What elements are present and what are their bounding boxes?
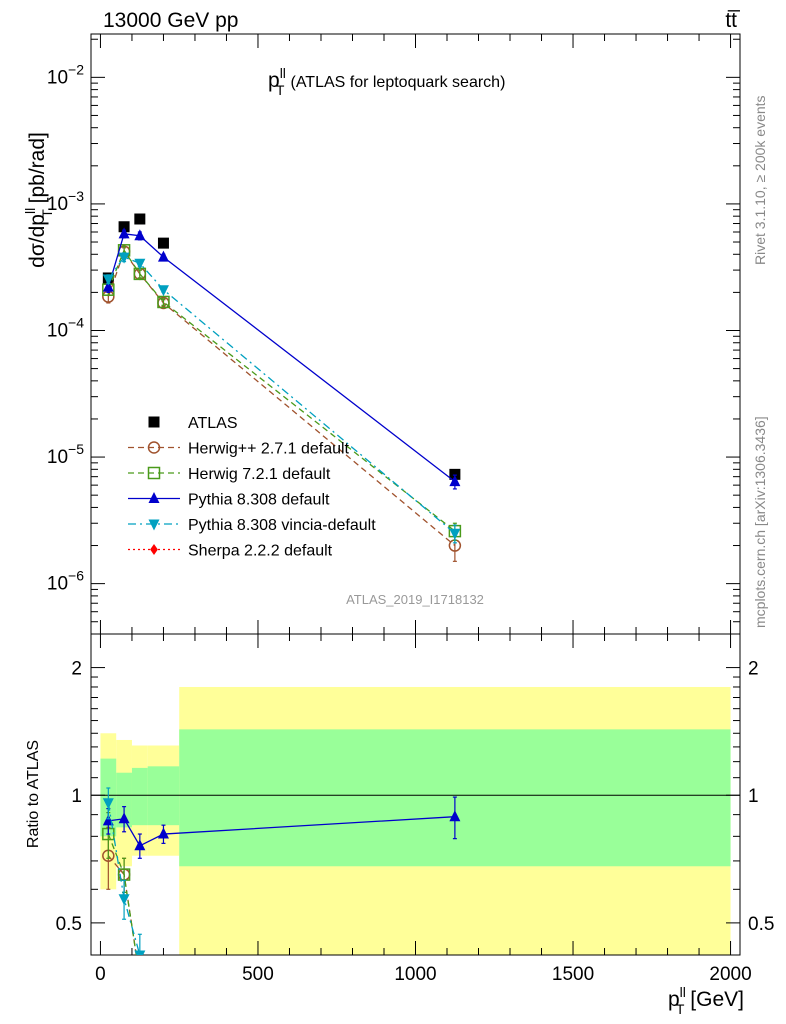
main-point xyxy=(118,221,130,233)
main-y-tick-label: 10−4 xyxy=(47,314,84,341)
legend-marker xyxy=(147,466,161,480)
ratio-point xyxy=(102,798,114,810)
ratio-band-inner xyxy=(116,772,132,828)
main-point xyxy=(118,252,130,264)
x-label-sub: T xyxy=(676,1001,685,1017)
legend-label: Herwig 7.2.1 default xyxy=(188,466,331,483)
main-point xyxy=(157,250,169,262)
main-point xyxy=(134,213,146,225)
ratio-series xyxy=(102,787,461,1006)
y-label-main-unit: [pb/rad] xyxy=(26,132,49,209)
legend-label: Pythia 8.308 default xyxy=(188,492,330,509)
main-point xyxy=(134,258,146,270)
process-label: tt̅ xyxy=(725,9,741,32)
legend-item-sherpa-2-2-2-default: Sherpa 2.2.2 default xyxy=(128,543,333,560)
energy-label: 13000 GeV pp xyxy=(103,9,238,32)
ratio-point xyxy=(157,827,169,839)
main-point xyxy=(449,528,461,540)
ratio-point xyxy=(118,812,130,824)
x-label-unit: [GeV] xyxy=(684,988,744,1011)
plot-title-rest: (ATLAS for leptoquark search) xyxy=(290,74,505,91)
main-point xyxy=(134,229,146,241)
ratio-y-tick-label-right: 2 xyxy=(748,659,759,680)
plot-title: pll T (ATLAS for leptoquark search) xyxy=(268,65,505,98)
legend-label: Herwig++ 2.7.1 default xyxy=(188,441,350,458)
ratio-y-tick-label-left: 2 xyxy=(71,659,82,680)
plot-title-main: p xyxy=(268,69,280,92)
ratio-point xyxy=(134,950,146,955)
x-ticks: 0 500 1000 1500 2000 xyxy=(95,34,752,985)
plot-title-sup: ll xyxy=(280,65,286,81)
x-tick-label: 2000 xyxy=(709,964,751,985)
ratio-point xyxy=(118,894,130,906)
side-rivet-label: Rivet 3.1.10, ≥ 200k events xyxy=(752,95,768,265)
ratio-point xyxy=(449,810,461,822)
legend-item-pythia-8-308-default: Pythia 8.308 default xyxy=(128,492,330,509)
main-point xyxy=(157,237,169,249)
x-tick-label: 500 xyxy=(242,964,274,985)
ratio-series-herwig-7-2-1-default xyxy=(102,812,145,984)
ratio-band-inner xyxy=(131,767,148,826)
legend-item-pythia-8-308-vincia-default: Pythia 8.308 vincia-default xyxy=(128,517,376,534)
y-axis-label-ratio: Ratio to ATLAS xyxy=(25,740,42,848)
legend-label: ATLAS xyxy=(188,415,238,432)
legend-marker xyxy=(147,441,161,454)
ratio-uncertainty-bands xyxy=(91,686,740,955)
x-tick-label: 1500 xyxy=(552,964,594,985)
ratio-series-pythia-8-308-vincia-default xyxy=(102,787,216,1006)
main-series xyxy=(102,213,462,562)
ratio-series-pythia-8-308-default xyxy=(102,796,461,859)
legend-label: Sherpa 2.2.2 default xyxy=(188,543,333,560)
main-point xyxy=(118,227,130,239)
main-y-tick-label: 10−3 xyxy=(47,188,84,215)
legend-item-herwig-7-2-1-default: Herwig 7.2.1 default xyxy=(128,466,331,483)
legend-label: Pythia 8.308 vincia-default xyxy=(188,517,376,534)
ratio-point xyxy=(134,839,146,851)
x-tick-label: 0 xyxy=(95,964,106,985)
main-series-pythia-8-308-vincia-default xyxy=(102,252,461,544)
ratio-point xyxy=(158,969,169,980)
y-axis-label-main: dσ/dpllT [pb/rad] xyxy=(22,132,55,268)
main-y-ticks: 10−6 10−5 10−4 10−3 10−2 xyxy=(47,38,740,635)
main-y-tick-label: 10−5 xyxy=(47,441,84,468)
x-label-sup: ll xyxy=(680,984,686,1000)
main-y-tick-label: 10−2 xyxy=(47,61,84,88)
x-tick-label: 1000 xyxy=(394,964,436,985)
main-point xyxy=(102,280,114,292)
x-axis-label: pll T [GeV] xyxy=(668,984,744,1017)
analysis-id: ATLAS_2019_I1718132 xyxy=(346,592,484,607)
ratio-band-inner xyxy=(147,766,180,826)
ratio-y-tick-label-left: 1 xyxy=(71,786,82,807)
ratio-point xyxy=(134,973,145,984)
main-point xyxy=(157,285,169,297)
legend-item-atlas: ATLAS xyxy=(148,415,238,432)
legend-marker xyxy=(150,544,158,555)
main-y-tick-label: 10−6 xyxy=(47,568,84,595)
main-point xyxy=(102,274,114,286)
main-series-herwig-2-7-1-default xyxy=(102,245,462,562)
plot-title-sub: T xyxy=(276,82,285,98)
y-label-main-sub: T xyxy=(39,209,55,218)
legend-marker xyxy=(148,416,160,428)
side-mcplots-label: mcplots.cern.ch [arXiv:1306.3436] xyxy=(752,416,768,628)
y-label-main-base: dσ/dp xyxy=(26,214,49,268)
legend-item-herwig-2-7-1-default: Herwig++ 2.7.1 default xyxy=(128,441,350,458)
y-label-main-sup: ll xyxy=(22,208,38,214)
legend-marker xyxy=(148,519,160,531)
main-point xyxy=(157,295,170,309)
legend: ATLAS Herwig++ 2.7.1 default Herwig 7.2.1 … xyxy=(128,415,376,560)
main-point xyxy=(449,475,461,487)
legend-marker xyxy=(148,492,160,503)
ratio-point xyxy=(205,995,216,1006)
main-point xyxy=(449,468,461,480)
ratio-point xyxy=(134,973,145,984)
ratio-y-tick-label-right: 0.5 xyxy=(748,914,774,935)
x-label-base: p xyxy=(668,988,680,1011)
ratio-y-tick-label-left: 0.5 xyxy=(56,914,82,935)
ratio-y-ticks: 0.5 0.5 1 1 2 2 xyxy=(56,659,775,935)
ratio-y-tick-label-right: 1 xyxy=(748,786,759,807)
